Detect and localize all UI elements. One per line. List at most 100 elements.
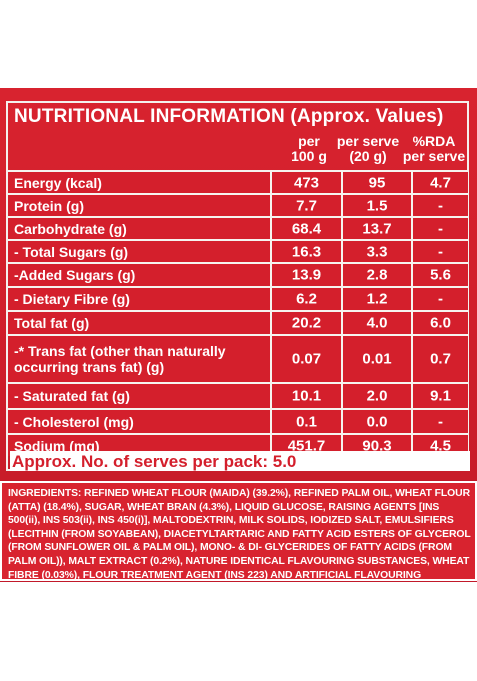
- table-row: -Added Sugars (g) 13.9 2.8 5.6: [8, 264, 468, 286]
- nutrient-value-per100: 473: [293, 174, 320, 191]
- nutrient-label: -Added Sugars (g): [14, 267, 136, 283]
- value-cell: 68.4: [272, 218, 341, 239]
- nutrient-value-serve: 0.0: [366, 413, 388, 430]
- value-cell: 1.5: [343, 195, 411, 216]
- nutrient-value-rda: -: [438, 197, 443, 214]
- value-cell: 2.0: [343, 384, 411, 408]
- value-cell: -: [413, 218, 468, 239]
- nutrient-value-serve: 90.3: [362, 437, 392, 454]
- nutrition-table: Energy (kcal) 473 95 4.7 Protein (g) 7.7 1.5- C…: [8, 170, 468, 456]
- nutrition-title: NUTRITIONAL INFORMATION (Approx. Values): [14, 106, 444, 127]
- value-cell: 0.07: [272, 336, 341, 382]
- table-row: - Dietary Fibre (g) 6.2 1.2 -: [8, 288, 468, 310]
- value-cell: 9.1: [413, 384, 468, 408]
- value-cell: 0.0: [343, 410, 411, 433]
- table-row: Protein (g) 7.7 1.5 -: [8, 195, 468, 216]
- value-cell: -: [413, 241, 468, 262]
- value-cell: 16.3: [272, 241, 341, 262]
- nutrient-label: - Dietary Fibre (g): [14, 291, 130, 307]
- nutrient-value-rda: -: [438, 220, 443, 237]
- nutrient-value-per100: 68.4: [291, 220, 322, 237]
- nutrient-value-rda: 6.0: [430, 314, 451, 332]
- nutrient-value-serve: 0.01: [362, 350, 392, 368]
- value-cell: 4.0: [343, 312, 411, 334]
- nutrient-value-rda: -: [438, 290, 443, 308]
- nutrient-label: Total fat (g): [14, 315, 90, 331]
- table-row: Sodium (mg) 451.7 90.3 4.5: [8, 435, 468, 456]
- value-cell: 7.7: [272, 195, 341, 216]
- nutrient-value-serve: 95: [368, 174, 386, 191]
- column-header-rda: %RDA per serve: [402, 133, 466, 164]
- table-row: - Saturated fat (g) 10.1 2.0 9.1: [8, 384, 468, 408]
- value-cell: 3.3: [343, 241, 411, 262]
- nutrient-label: - Saturated fat (g): [14, 388, 130, 404]
- value-cell: 13.7: [343, 218, 411, 239]
- value-cell: 0.7: [413, 336, 468, 382]
- nutrient-value-serve: 1.5: [366, 197, 388, 214]
- value-cell: 4.5: [413, 435, 468, 456]
- nutrient-label: Sodium (mg): [14, 437, 100, 454]
- nutrient-value-serve: 3.3: [366, 243, 388, 260]
- nutrient-value-per100: 7.7: [296, 197, 317, 214]
- table-row: - Total Sugars (g) 16.3 3.3 -: [8, 241, 468, 262]
- nutrient-cell: Energy (kcal): [8, 172, 270, 193]
- value-cell: 5.6: [413, 264, 468, 286]
- value-cell: 6.2: [272, 288, 341, 310]
- nutrient-value-per100: 20.2: [291, 314, 322, 332]
- value-cell: 0.01: [343, 336, 411, 382]
- value-cell: 1.2: [343, 288, 411, 310]
- nutrient-value-rda: 4.5: [430, 437, 451, 454]
- ingredients-text: INGREDIENTS: REFINED WHEAT FLOUR (MAIDA)…: [8, 488, 471, 595]
- ingredients-box: INGREDIENTS: REFINED WHEAT FLOUR (MAIDA)…: [0, 480, 477, 594]
- nutrient-label: Energy (kcal): [14, 174, 102, 191]
- nutrient-value-per100: 0.07: [291, 350, 322, 368]
- nutrient-value-per100: 10.1: [291, 387, 322, 405]
- nutrient-cell: Total fat (g): [8, 312, 270, 334]
- value-cell: 20.2: [272, 312, 341, 334]
- nutrient-value-rda: 0.7: [430, 350, 451, 368]
- column-header-per-serve: per serve (20 g): [336, 133, 400, 164]
- nutrient-cell: - Dietary Fibre (g): [8, 288, 270, 310]
- nutrient-label: - Cholesterol (mg): [14, 413, 134, 430]
- nutrient-label: Protein (g): [14, 197, 84, 214]
- table-row: - Cholesterol (mg) 0.1 0.0 -: [8, 410, 468, 433]
- value-cell: 95: [343, 172, 411, 193]
- nutrient-value-serve: 4.0: [366, 314, 388, 332]
- value-cell: 2.8: [343, 264, 411, 286]
- nutrient-cell: - Total Sugars (g): [8, 241, 270, 262]
- nutrient-label: Carbohydrate (g): [14, 220, 127, 237]
- value-cell: 4.7: [413, 172, 468, 193]
- nutrient-value-serve: 2.8: [366, 266, 388, 284]
- value-cell: 0.1: [272, 410, 341, 433]
- nutrient-value-serve: 13.7: [362, 220, 392, 237]
- nutrient-value-per100: 6.2: [296, 290, 317, 308]
- column-header-per-100g: per 100 g: [291, 133, 327, 164]
- value-cell: 6.0: [413, 312, 468, 334]
- nutrient-value-per100: 0.1: [296, 413, 317, 430]
- nutrient-cell: -* Trans fat (other than naturally occur…: [8, 336, 270, 382]
- nutrient-value-rda: 9.1: [430, 387, 451, 405]
- nutrient-value-rda: 5.6: [430, 266, 451, 284]
- table-row: Total fat (g) 20.2 4.0 6.0: [8, 312, 468, 334]
- nutrient-cell: Sodium (mg): [8, 435, 270, 456]
- nutrient-value-per100: 16.3: [291, 243, 322, 260]
- nutrient-value-serve: 1.2: [366, 290, 388, 308]
- nutrient-value-rda: -: [438, 243, 443, 260]
- table-row: Carbohydrate (g) 68.4 13.7 -: [8, 218, 468, 239]
- table-row: Energy (kcal) 473 95 4.7: [8, 172, 468, 193]
- nutrient-value-serve: 2.0: [366, 387, 388, 405]
- serves-note: Approx. No. of serves per pack: 5.0: [12, 452, 297, 471]
- nutrient-label: - Total Sugars (g): [14, 243, 129, 260]
- nutrient-label: -* Trans fat (other than naturally occur…: [14, 343, 226, 375]
- value-cell: 90.3: [343, 435, 411, 456]
- table-row: -* Trans fat (other than naturally occur…: [8, 336, 468, 382]
- value-cell: 451.7: [272, 435, 341, 456]
- nutrient-cell: Carbohydrate (g): [8, 218, 270, 239]
- nutrient-cell: - Saturated fat (g): [8, 384, 270, 408]
- value-cell: 473: [272, 172, 341, 193]
- nutrient-cell: Protein (g): [8, 195, 270, 216]
- nutrient-value-per100: 13.9: [291, 266, 322, 284]
- nutrient-value-rda: 4.7: [430, 174, 451, 191]
- value-cell: -: [413, 410, 468, 433]
- value-cell: -: [413, 288, 468, 310]
